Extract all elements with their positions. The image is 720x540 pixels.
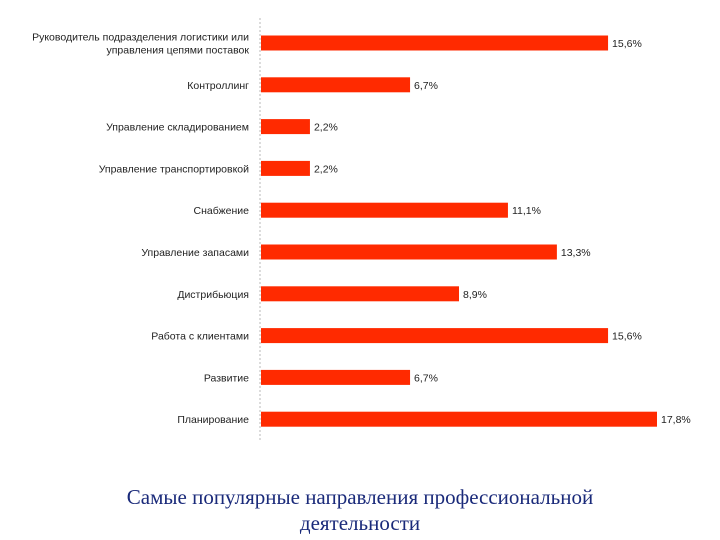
bar-10 xyxy=(261,411,657,427)
value-label-10: 17,8% xyxy=(661,414,691,426)
category-label-3: Управление складированием xyxy=(106,122,249,134)
category-labels-group: Руководитель подразделения логистики или… xyxy=(32,32,249,427)
category-label-1-line-2: управления цепями поставок xyxy=(107,45,250,57)
caption-line-2: деятельности xyxy=(299,511,421,535)
value-label-8: 15,6% xyxy=(612,331,642,343)
bars-group xyxy=(261,35,657,427)
caption-line-1: Самые популярные направления профессиона… xyxy=(126,485,594,509)
bar-6 xyxy=(261,244,557,260)
bar-8 xyxy=(261,328,609,344)
value-label-6: 13,3% xyxy=(561,247,591,259)
value-label-3: 2,2% xyxy=(314,122,338,134)
category-label-2-line-1: Контроллинг xyxy=(187,80,249,92)
value-label-1: 15,6% xyxy=(612,38,642,50)
value-label-2: 6,7% xyxy=(414,80,438,92)
category-label-8: Работа с клиентами xyxy=(151,331,249,343)
category-label-1: Руководитель подразделения логистики или… xyxy=(32,32,249,57)
category-label-9: Развитие xyxy=(204,372,249,384)
bar-4 xyxy=(261,160,310,176)
category-label-7: Дистрибьюция xyxy=(177,289,249,301)
bar-2 xyxy=(261,77,411,93)
category-label-2: Контроллинг xyxy=(187,80,249,92)
category-label-10-line-1: Планирование xyxy=(177,414,249,426)
value-labels-group: 15,6% 6,7% 2,2% 2,2% 11,1% 13,3% 8,9% 15,6% 6,7%… xyxy=(314,38,691,426)
bar-1 xyxy=(261,35,609,51)
value-label-7: 8,9% xyxy=(463,289,487,301)
category-label-6: Управление запасами xyxy=(141,247,249,259)
category-label-4: Управление транспортировкой xyxy=(99,163,249,175)
category-label-9-line-1: Развитие xyxy=(204,372,249,384)
category-label-5: Снабжение xyxy=(194,205,250,217)
bar-chart: Руководитель подразделения логистики или… xyxy=(32,18,691,440)
chart-caption: Самые популярные направления профессиона… xyxy=(0,484,720,536)
category-label-6-line-1: Управление запасами xyxy=(141,247,249,259)
bar-9 xyxy=(261,369,411,385)
value-label-9: 6,7% xyxy=(414,372,438,384)
category-label-10: Планирование xyxy=(177,414,249,426)
value-label-5: 11,1% xyxy=(512,205,541,217)
category-label-8-line-1: Работа с клиентами xyxy=(151,331,249,343)
bar-5 xyxy=(261,202,508,218)
category-label-1-line-1: Руководитель подразделения логистики или xyxy=(32,32,249,44)
value-label-4: 2,2% xyxy=(314,163,338,175)
bar-7 xyxy=(261,286,459,302)
category-label-4-line-1: Управление транспортировкой xyxy=(99,163,249,175)
category-label-3-line-1: Управление складированием xyxy=(106,122,249,134)
bar-3 xyxy=(261,119,310,135)
category-label-5-line-1: Снабжение xyxy=(194,205,250,217)
category-label-7-line-1: Дистрибьюция xyxy=(177,289,249,301)
